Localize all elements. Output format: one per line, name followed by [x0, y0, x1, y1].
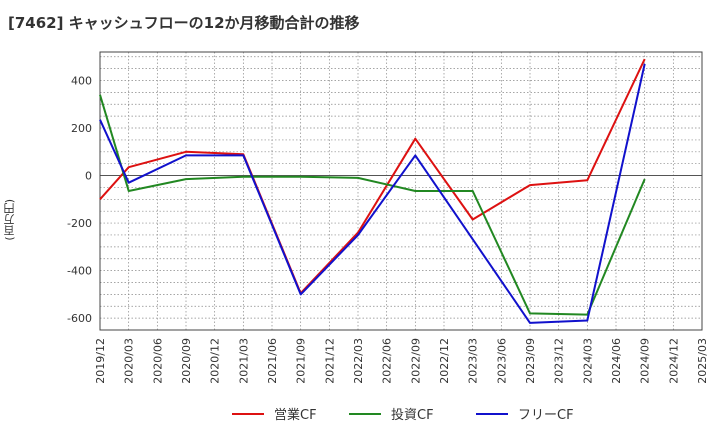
x-tick-label: 2023/06	[495, 338, 508, 384]
x-tick-label: 2023/12	[553, 338, 566, 384]
legend-item-free-cf: フリーCF	[476, 404, 574, 423]
x-tick-label: 2020/03	[123, 338, 136, 384]
legend-item-investing-cf: 投資CF	[349, 404, 434, 423]
y-tick-label: -600	[67, 312, 92, 325]
x-tick-label: 2021/12	[323, 338, 336, 384]
legend-item-operating-cf: 営業CF	[232, 404, 317, 423]
x-tick-label: 2020/09	[180, 338, 193, 384]
legend-swatch-operating-cf	[232, 412, 264, 415]
legend-label-investing-cf: 投資CF	[391, 408, 434, 423]
x-tick-label: 2021/09	[295, 338, 308, 384]
legend-label-operating-cf: 営業CF	[274, 408, 317, 423]
legend-swatch-free-cf	[476, 412, 508, 415]
y-tick-label: -200	[67, 217, 92, 230]
x-tick-label: 2025/03	[696, 338, 709, 384]
series-line-2	[99, 63, 646, 324]
chart-title: [7462] キャッシュフローの12か月移動合計の推移	[8, 14, 360, 32]
x-tick-label: 2023/03	[467, 338, 480, 384]
legend-label-free-cf: フリーCF	[518, 408, 574, 423]
x-tick-label: 2019/12	[94, 338, 107, 384]
x-tick-label: 2022/12	[438, 338, 451, 384]
x-tick-label: 2020/12	[209, 338, 222, 384]
x-tick-label: 2024/03	[581, 338, 594, 384]
y-tick-label: 200	[71, 122, 92, 135]
plot-frame	[99, 51, 703, 331]
legend-swatch-investing-cf	[349, 412, 381, 415]
chart-legend: 営業CF 投資CF フリーCF	[0, 402, 720, 428]
x-tick-label: 2024/06	[610, 338, 623, 384]
x-tick-label: 2024/09	[639, 338, 652, 384]
y-tick-label: 400	[71, 75, 92, 88]
series-line-0	[99, 58, 646, 295]
y-tick-label: -400	[67, 265, 92, 278]
x-tick-label: 2024/12	[667, 338, 680, 384]
x-tick-label: 2023/09	[524, 338, 537, 384]
x-tick-label: 2021/03	[237, 338, 250, 384]
x-tick-label: 2020/06	[151, 338, 164, 384]
x-tick-label: 2021/06	[266, 338, 279, 384]
y-tick-label: 0	[85, 170, 92, 183]
x-tick-label: 2022/09	[409, 338, 422, 384]
x-tick-label: 2022/03	[352, 338, 365, 384]
x-tick-label: 2022/06	[381, 338, 394, 384]
series-line-1	[99, 94, 646, 316]
